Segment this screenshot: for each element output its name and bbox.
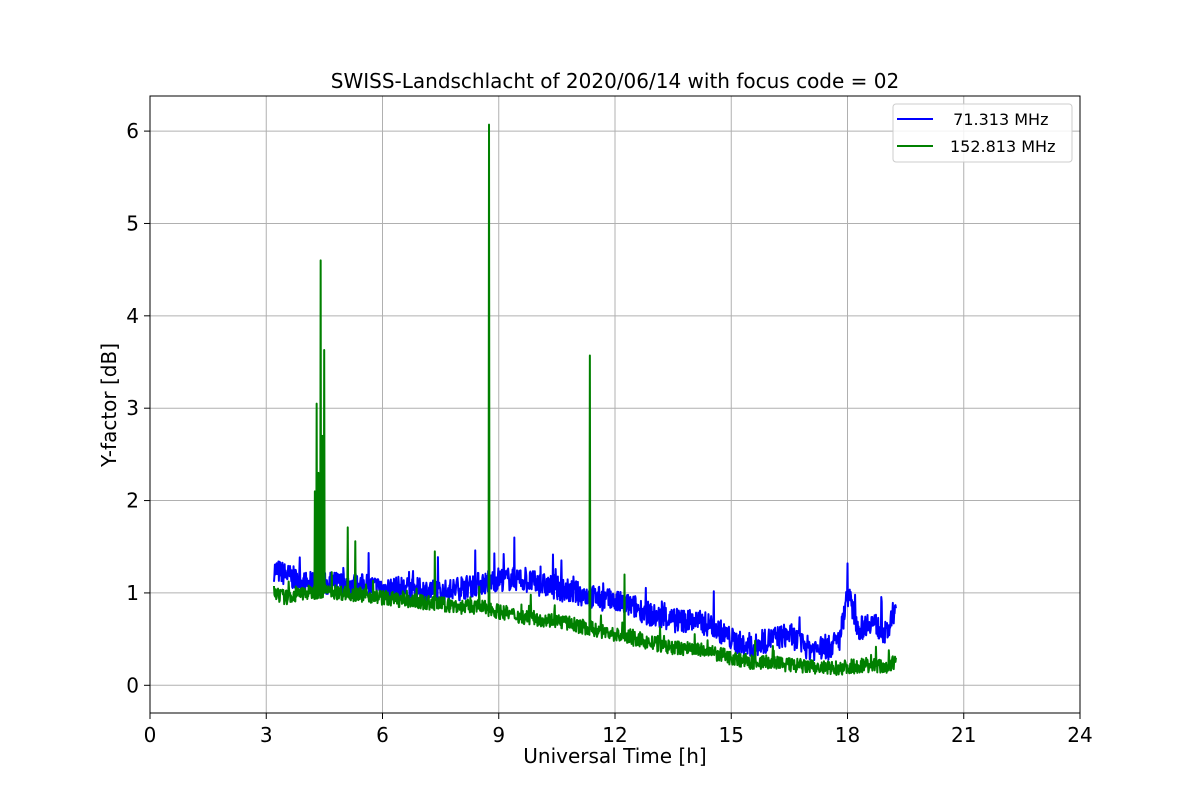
y-tick-label: 5 <box>126 211 139 235</box>
x-tick-label: 21 <box>951 723 976 747</box>
y-axis-title: Y-factor [dB] <box>97 343 121 468</box>
x-axis-title: Universal Time [h] <box>523 744 706 768</box>
y-tick-label: 6 <box>126 119 139 143</box>
y-tick-label: 0 <box>126 673 139 697</box>
x-tick-label: 3 <box>260 723 273 747</box>
x-tick-label: 6 <box>376 723 389 747</box>
x-tick-label: 0 <box>144 723 157 747</box>
legend-label-71mhz: 71.313 MHz <box>943 110 1048 129</box>
x-tick-label: 24 <box>1067 723 1092 747</box>
series-layer <box>273 123 897 676</box>
chart-title: SWISS-Landschlacht of 2020/06/14 with fo… <box>331 69 899 93</box>
legend: 71.313 MHz 152.813 MHz <box>892 103 1073 163</box>
x-tick-label: 12 <box>602 723 627 747</box>
x-tick-label: 18 <box>835 723 860 747</box>
x-tick-label: 15 <box>719 723 744 747</box>
series-line <box>273 536 897 662</box>
legend-label-152mhz: 152.813 MHz <box>950 137 1055 156</box>
y-tick-label: 4 <box>126 304 139 328</box>
legend-frame <box>892 103 1073 163</box>
y-tick-label: 3 <box>126 396 139 420</box>
series-line <box>273 123 897 676</box>
y-tick-label: 2 <box>126 489 139 513</box>
x-tick-label: 9 <box>492 723 505 747</box>
y-tick-label: 1 <box>126 581 139 605</box>
